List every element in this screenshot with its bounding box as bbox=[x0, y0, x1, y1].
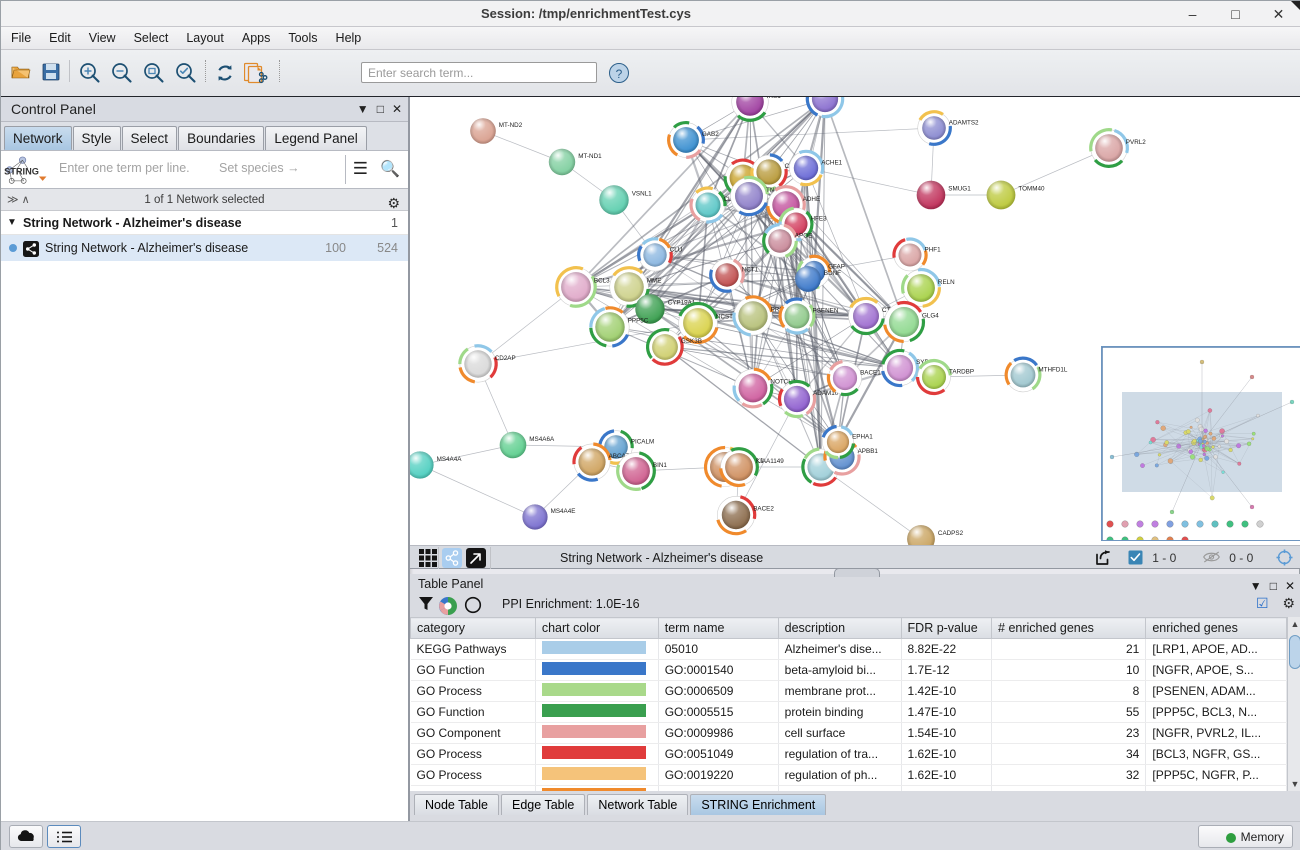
svg-text:ADHE: ADHE bbox=[803, 196, 821, 203]
svg-text:PPP5C: PPP5C bbox=[628, 318, 649, 325]
svg-text:BCL3: BCL3 bbox=[594, 278, 610, 285]
svg-text:STRING: STRING bbox=[4, 166, 39, 176]
svg-text:BACE2: BACE2 bbox=[753, 506, 774, 513]
svg-text:EPHA1: EPHA1 bbox=[852, 434, 873, 441]
svg-text:IRS1: IRS1 bbox=[767, 97, 781, 100]
svg-text:APBB1: APBB1 bbox=[858, 448, 879, 455]
svg-text:BACE1: BACE1 bbox=[860, 369, 881, 376]
svg-text:CADPS2: CADPS2 bbox=[938, 530, 964, 537]
svg-text:MS4A4E: MS4A4E bbox=[551, 508, 576, 515]
svg-text:BIN1: BIN1 bbox=[653, 462, 667, 469]
svg-text:KIAA1149: KIAA1149 bbox=[756, 458, 784, 465]
svg-text:PICALM: PICALM bbox=[631, 439, 654, 446]
svg-text:APOE: APOE bbox=[795, 232, 813, 239]
svg-text:CD2AP: CD2AP bbox=[495, 355, 516, 362]
svg-text:VSNL1: VSNL1 bbox=[632, 191, 652, 198]
svg-text:RELN: RELN bbox=[938, 279, 955, 286]
svg-text:GAB2: GAB2 bbox=[702, 131, 719, 138]
svg-text:MME: MME bbox=[647, 278, 662, 285]
svg-text:MT-ND2: MT-ND2 bbox=[499, 122, 523, 129]
svg-text:BDNF: BDNF bbox=[824, 270, 841, 277]
svg-text:NCT1: NCT1 bbox=[742, 267, 759, 274]
svg-text:TOMM40: TOMM40 bbox=[1018, 186, 1045, 193]
svg-text:MS4A6A: MS4A6A bbox=[529, 436, 555, 443]
svg-text:GSK3B: GSK3B bbox=[681, 338, 702, 345]
svg-text:?: ? bbox=[616, 67, 623, 81]
svg-text:HFE3: HFE3 bbox=[811, 216, 828, 223]
svg-text:ACHE1: ACHE1 bbox=[821, 159, 842, 166]
svg-text:ADAMTS2: ADAMTS2 bbox=[949, 120, 979, 127]
svg-text:PVRL2: PVRL2 bbox=[1126, 139, 1146, 146]
svg-text:TARDBP: TARDBP bbox=[949, 368, 974, 375]
svg-text:SMUG1: SMUG1 bbox=[948, 186, 971, 193]
svg-text:GLG4: GLG4 bbox=[922, 313, 939, 320]
svg-text:MTHFD1L: MTHFD1L bbox=[1038, 366, 1068, 373]
svg-text:PSENEN: PSENEN bbox=[813, 307, 839, 314]
svg-text:CLU: CLU bbox=[670, 247, 683, 254]
svg-text:MT-ND1: MT-ND1 bbox=[578, 153, 602, 160]
svg-text:MS4A4A: MS4A4A bbox=[437, 456, 463, 463]
svg-text:PHF1: PHF1 bbox=[925, 247, 942, 254]
